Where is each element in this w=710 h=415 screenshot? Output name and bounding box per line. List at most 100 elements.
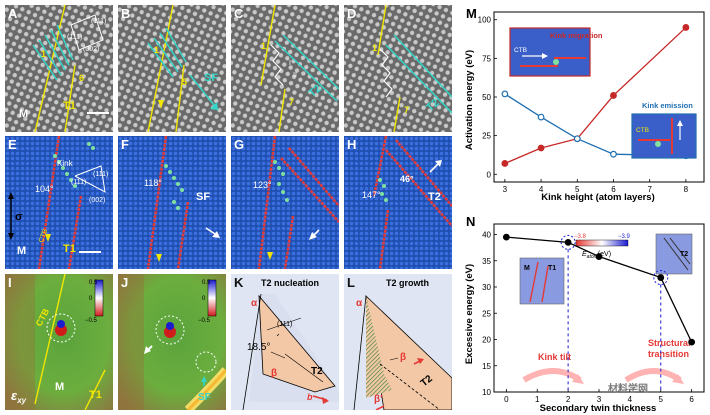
- panel-e-t1-label: T1: [63, 243, 76, 255]
- panel-f-label: F: [121, 137, 129, 152]
- panel-e-idx-111b: (111): [93, 171, 108, 178]
- panel-g-figure: 123°: [231, 136, 339, 269]
- panel-h-figure: 147° 46° T2: [344, 136, 452, 269]
- panel-e-idx-002: (002): [89, 197, 105, 204]
- panel-a-label: A: [8, 6, 18, 21]
- chart-n-inset-m: M: [524, 265, 530, 272]
- data-point: [595, 253, 603, 260]
- data-point: [501, 160, 509, 167]
- panel-j-sf-label: SF: [198, 392, 211, 403]
- panel-a-idx-111: (111): [67, 34, 82, 41]
- panel-a-figure: 1 6 (111) (002) (111) M T1: [5, 5, 113, 132]
- y-tick-label: 15: [482, 362, 491, 371]
- panel-d-figure: 1 7 T2: [344, 5, 452, 132]
- data-point: [537, 144, 545, 152]
- panel-e-m-label: M: [17, 245, 26, 257]
- y-tick-label: 25: [482, 132, 491, 141]
- highlight-circle: [560, 234, 576, 250]
- panel-l: α β β′ T2 T2 growth L: [344, 274, 452, 410]
- chart-m-inset-migration: CTB Kink migration: [509, 27, 603, 77]
- chart-m-inset1-ctb: CTB: [514, 47, 527, 54]
- panel-g-label: G: [234, 137, 245, 152]
- x-tick-label: 6: [689, 395, 694, 404]
- chart-n-inset-t2: T2: [680, 251, 688, 258]
- panel-a-t1-label: T1: [63, 100, 76, 112]
- chart-n-cbar-sub: atom: [587, 254, 598, 260]
- panel-e-ctb-label: CTB: [38, 228, 49, 244]
- chart-m: M Kink height (atom layers) Activation e…: [464, 6, 705, 203]
- panel-i-cb-bot: −0.5: [85, 318, 98, 324]
- panel-b-n5: 5: [182, 77, 187, 87]
- y-tick-label: 20: [482, 336, 491, 345]
- panel-e-angle: 104°: [35, 184, 54, 194]
- panel-b-n1: 1: [154, 45, 159, 55]
- chart-n-ann-kink: Kink tilt: [538, 352, 571, 362]
- chart-n-cbar-unit: (eV): [598, 251, 611, 258]
- panel-k-angle: 18.5°: [247, 342, 270, 353]
- data-point: [610, 150, 617, 158]
- chart-n-xlabel: Secondary twin thickness: [540, 403, 657, 414]
- panel-i-label: I: [8, 275, 12, 290]
- chart-m-ylabel: Activation energy (eV): [464, 50, 475, 150]
- panel-a-m-label: M: [19, 108, 28, 120]
- panel-e-kink: Kink: [57, 159, 74, 168]
- panel-c-n1: 1: [261, 41, 266, 51]
- panel-k-figure: α β (111) 18.5° T2 b T2 nucleation: [231, 274, 339, 410]
- data-point: [573, 135, 581, 143]
- x-tick-label: 4: [628, 395, 633, 404]
- x-tick-label: 3: [597, 395, 602, 404]
- chart-m-xlabel: Kink height (atom layers): [541, 192, 655, 203]
- x-tick-label: 6: [611, 185, 616, 194]
- x-tick-label: 0: [504, 395, 509, 404]
- chart-n-cbar-max: −3.9: [618, 234, 631, 240]
- chart-m-panel: M Kink height (atom layers) Activation e…: [458, 0, 710, 205]
- panel-i-exy-sub: xy: [16, 396, 26, 405]
- panel-h: 147° 46° T2 H: [344, 136, 452, 269]
- panel-j-cb-top: 0.5: [202, 280, 211, 286]
- y-tick-label: 10: [482, 388, 491, 397]
- panel-c: 1 7 I II T2 C: [231, 5, 339, 132]
- panel-e-figure: Kink 104° (111) (111) (002) σ M CTB T1: [5, 136, 113, 269]
- chart-m-inset1-title: Kink migration: [550, 31, 603, 40]
- panel-i-cb-mid: 0: [89, 296, 93, 302]
- panel-a: 1 6 (111) (002) (111) M T1 A: [5, 5, 113, 132]
- data-point: [688, 338, 696, 346]
- chart-n-ylabel: Excessive energy (eV): [464, 264, 475, 364]
- panel-j: 0.5 0 −0.5 SF J: [118, 274, 226, 410]
- panel-l-figure: α β β′ T2 T2 growth: [344, 274, 452, 410]
- chart-n-inset-t1: T1: [548, 265, 556, 272]
- chart-n-overlay: −3.8 −3.9 Eatom(eV) M T1 T2 Kink tilt St…: [519, 233, 693, 395]
- panel-f: 118° SF F: [118, 136, 226, 269]
- y-tick-label: 100: [478, 16, 492, 25]
- panel-e-sigma: σ: [15, 211, 23, 223]
- panel-d-label: D: [347, 6, 357, 21]
- chart-n-ann-struct2: transition: [648, 349, 689, 359]
- panel-l-beta-prime: β′: [374, 394, 383, 405]
- chart-n-panel: N Secondary twin thickness Excessive ene…: [458, 210, 710, 415]
- panel-c-n7: 7: [289, 97, 294, 107]
- panel-d-n7: 7: [404, 105, 409, 115]
- data-point: [502, 233, 510, 241]
- panel-j-cb-mid: 0: [202, 296, 206, 302]
- panel-k-label: K: [234, 275, 244, 290]
- data-point: [610, 92, 617, 99]
- panel-h-angle: 147°: [362, 190, 381, 200]
- panel-l-alpha: α: [356, 298, 363, 309]
- x-tick-label: 1: [535, 395, 540, 404]
- chart-n-label: N: [466, 214, 475, 229]
- data-point: [682, 24, 690, 31]
- chart-m-label: M: [466, 6, 477, 21]
- x-tick-label: 2: [566, 395, 571, 404]
- x-tick-label: 4: [539, 185, 544, 194]
- y-tick-label: 35: [482, 257, 491, 266]
- panel-f-sf-label: SF: [196, 191, 210, 203]
- panel-h-angle2: 46°: [400, 174, 414, 184]
- panel-i-cb-top: 0.5: [89, 280, 98, 286]
- y-tick-label: 50: [482, 93, 491, 102]
- panel-e-idx-111: (111): [71, 179, 86, 186]
- panel-c-roman: I: [289, 60, 291, 67]
- panel-d: 1 7 T2 D: [344, 5, 452, 132]
- panel-a-n1: 1: [41, 49, 46, 59]
- data-point: [564, 238, 572, 246]
- chart-n-series: [502, 233, 696, 392]
